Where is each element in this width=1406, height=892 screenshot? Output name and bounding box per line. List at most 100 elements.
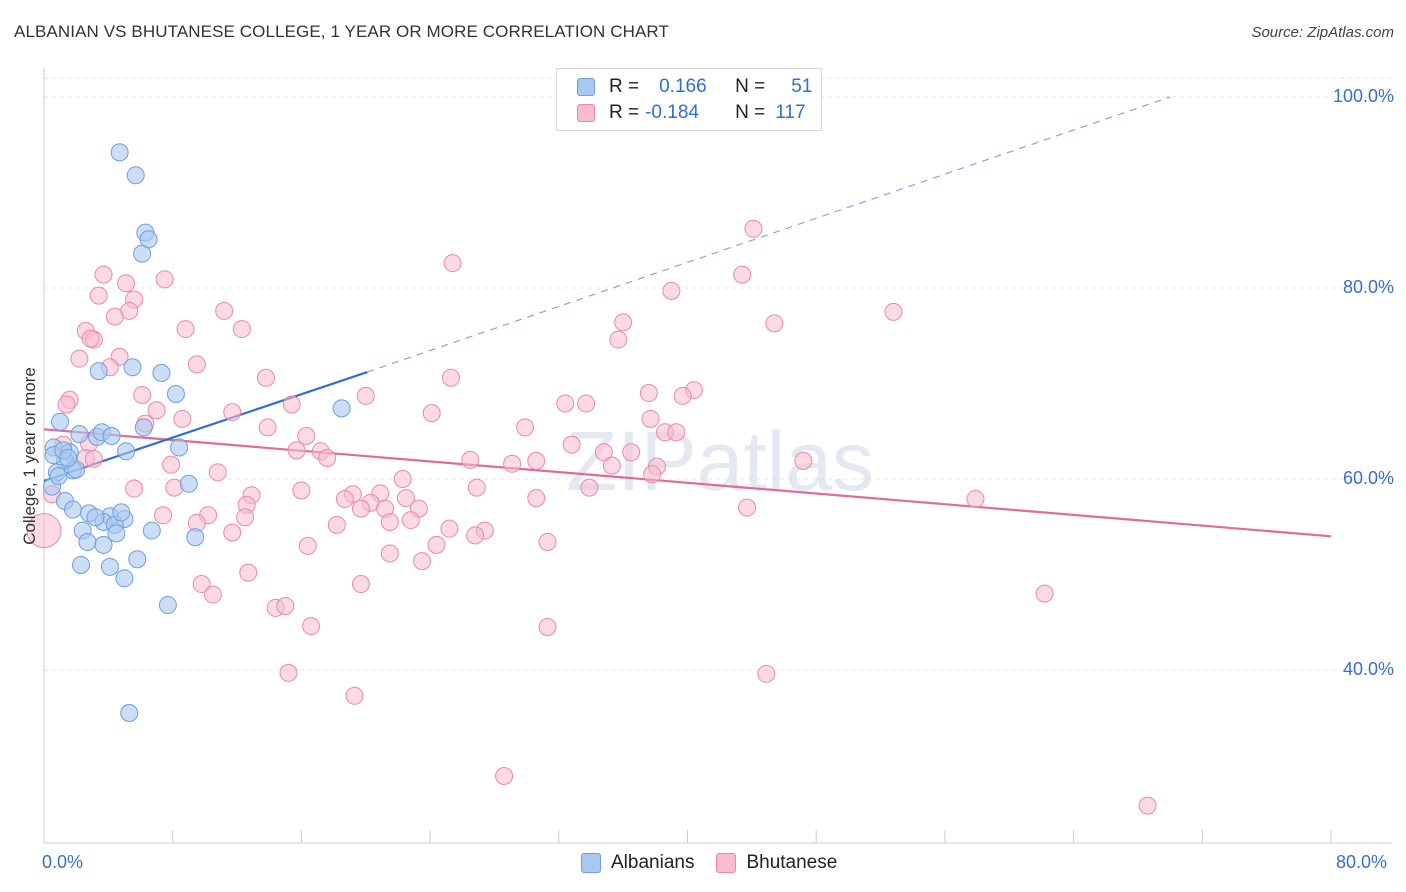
bhutanese-swatch	[577, 104, 595, 122]
legend-item-albanians[interactable]: Albanians	[581, 852, 694, 874]
albanians-point	[123, 358, 142, 377]
bhutanese-point	[351, 499, 370, 518]
bhutanese-point	[602, 456, 621, 475]
bhutanese-point	[614, 313, 633, 332]
albanians-trend-extension	[367, 96, 1171, 373]
bhutanese-point	[443, 254, 462, 273]
bhutanese-point	[94, 265, 113, 284]
bhutanese-point	[335, 490, 354, 509]
bhutanese-point	[154, 506, 173, 525]
albanians-swatch	[581, 853, 601, 873]
legend-row-bhutanese: R = -0.184 N = 117	[577, 101, 806, 125]
albanians-point	[115, 569, 134, 588]
bhutanese-point	[673, 386, 692, 405]
albanians-swatch	[577, 78, 595, 96]
legend-item-bhutanese[interactable]: Bhutanese	[716, 852, 837, 874]
bhutanese-point	[117, 274, 136, 293]
albanians-point	[89, 362, 108, 381]
bhutanese-point	[427, 535, 446, 554]
bhutanese-point	[639, 384, 658, 403]
bhutanese-point	[292, 481, 311, 500]
bhutanese-point	[461, 450, 480, 469]
albanians-point	[100, 557, 119, 576]
albanians-point	[78, 533, 97, 552]
bhutanese-point	[966, 490, 985, 509]
bhutanese-point	[738, 498, 757, 517]
bhutanese-point	[223, 523, 242, 542]
albanians-point	[134, 418, 153, 437]
bhutanese-point	[466, 526, 485, 545]
y-tick-label: 60.0%	[1342, 468, 1394, 488]
bhutanese-point	[298, 536, 317, 555]
bhutanese-point	[327, 515, 346, 534]
r-value: 0.166	[659, 76, 707, 97]
albanians-point	[117, 442, 136, 461]
n-label: N =	[735, 102, 766, 123]
correlation-legend: R = 0.166 N = 51 R = -0.184 N = 117	[556, 68, 822, 131]
bhutanese-point	[133, 385, 152, 404]
bhutanese-point	[147, 401, 166, 420]
bhutanese-point	[125, 479, 144, 498]
bhutanese-point	[744, 219, 763, 238]
bhutanese-point	[187, 355, 206, 374]
bhutanese-point	[467, 478, 486, 497]
bhutanese-point	[1035, 584, 1054, 603]
r-value: -0.184	[645, 102, 699, 123]
bhutanese-point	[757, 664, 776, 683]
source-label: Source: ZipAtlas.com	[1251, 24, 1394, 41]
bhutanese-point	[257, 368, 276, 387]
x-tick-label: 0.0%	[42, 852, 84, 872]
bhutanese-point	[356, 386, 375, 405]
albanians-point	[186, 528, 205, 547]
bhutanese-point	[239, 563, 258, 582]
axes	[43, 68, 1392, 844]
bhutanese-point	[236, 508, 255, 527]
bhutanese-point	[538, 618, 557, 637]
bhutanese-point	[667, 423, 686, 442]
bhutanese-point	[155, 270, 174, 289]
y-tick-label: 80.0%	[1342, 277, 1394, 297]
bhutanese-point	[527, 451, 546, 470]
bhutanese-point	[302, 617, 321, 636]
bhutanese-point	[232, 320, 251, 339]
bhutanese-point	[884, 302, 903, 321]
bhutanese-point	[622, 443, 641, 462]
bhutanese-point	[26, 513, 62, 549]
bhutanese-point	[495, 767, 514, 786]
bhutanese-point	[442, 368, 461, 387]
bhutanese-point	[89, 286, 108, 305]
series-bhutanese-points	[26, 219, 1157, 815]
albanians-point	[126, 166, 145, 185]
bhutanese-point	[516, 418, 535, 437]
albanians-point	[110, 143, 129, 162]
bhutanese-point	[393, 470, 412, 488]
bhutanese-point	[318, 448, 337, 467]
albanians-point	[94, 535, 113, 554]
series-albanians-points	[43, 143, 351, 722]
bhutanese-point	[192, 575, 211, 594]
albanians-point	[51, 412, 70, 431]
bhutanese-point	[733, 265, 752, 284]
albanians-point	[86, 508, 105, 527]
albanians-point	[152, 363, 171, 382]
bhutanese-point	[276, 597, 295, 616]
bhutanese-point	[641, 409, 660, 428]
bhutanese-point	[440, 519, 459, 538]
bhutanese-point	[258, 418, 277, 437]
bhutanese-point	[84, 449, 103, 468]
legend-label: Albanians	[611, 852, 695, 873]
albanians-point	[158, 596, 177, 615]
bhutanese-point	[173, 409, 192, 428]
albanians-point	[170, 438, 189, 457]
x-tick-label: 80.0%	[1336, 852, 1388, 872]
bhutanese-point	[279, 663, 298, 682]
n-label: N =	[735, 76, 766, 97]
bhutanese-point	[215, 301, 234, 320]
albanians-point	[63, 500, 82, 519]
legend-row-albanians: R = 0.166 N = 51	[577, 75, 812, 99]
bhutanese-point	[527, 489, 546, 508]
bhutanese-point	[556, 394, 575, 413]
albanians-point	[107, 524, 126, 543]
bhutanese-point	[662, 281, 681, 300]
